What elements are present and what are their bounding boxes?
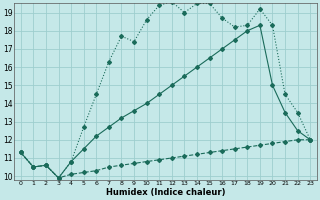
X-axis label: Humidex (Indice chaleur): Humidex (Indice chaleur) — [106, 188, 225, 197]
